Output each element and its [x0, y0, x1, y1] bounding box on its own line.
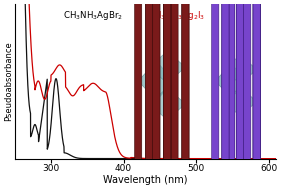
Polygon shape [138, 61, 175, 100]
Circle shape [145, 0, 153, 189]
Circle shape [182, 0, 189, 189]
Text: $\mathregular{CH_3NH_3Ag_2I_3}$: $\mathregular{CH_3NH_3Ag_2I_3}$ [148, 9, 205, 22]
Circle shape [228, 0, 235, 189]
Circle shape [164, 0, 171, 189]
Circle shape [212, 0, 219, 189]
Polygon shape [225, 55, 257, 84]
Circle shape [153, 0, 160, 189]
Polygon shape [225, 87, 257, 116]
Circle shape [164, 0, 171, 189]
X-axis label: Wavelength (nm): Wavelength (nm) [103, 175, 188, 185]
Circle shape [164, 0, 171, 189]
Polygon shape [215, 64, 247, 98]
Circle shape [228, 0, 235, 189]
Circle shape [236, 0, 244, 189]
Circle shape [164, 0, 171, 189]
Circle shape [153, 0, 160, 189]
Circle shape [236, 0, 244, 189]
Circle shape [145, 0, 153, 189]
Polygon shape [149, 51, 185, 83]
Circle shape [236, 0, 244, 189]
Circle shape [236, 0, 244, 189]
Circle shape [253, 0, 260, 189]
Polygon shape [149, 88, 185, 120]
Circle shape [244, 0, 251, 189]
Circle shape [253, 0, 260, 189]
Circle shape [222, 0, 229, 189]
Circle shape [253, 0, 260, 189]
Circle shape [253, 0, 260, 189]
Text: $\mathregular{CH_3NH_3AgBr_2}$: $\mathregular{CH_3NH_3AgBr_2}$ [63, 9, 123, 22]
Circle shape [171, 0, 178, 189]
Circle shape [134, 0, 142, 189]
Circle shape [182, 0, 189, 189]
Circle shape [222, 0, 229, 189]
Y-axis label: Pseudoabsorbance: Pseudoabsorbance [4, 42, 13, 121]
